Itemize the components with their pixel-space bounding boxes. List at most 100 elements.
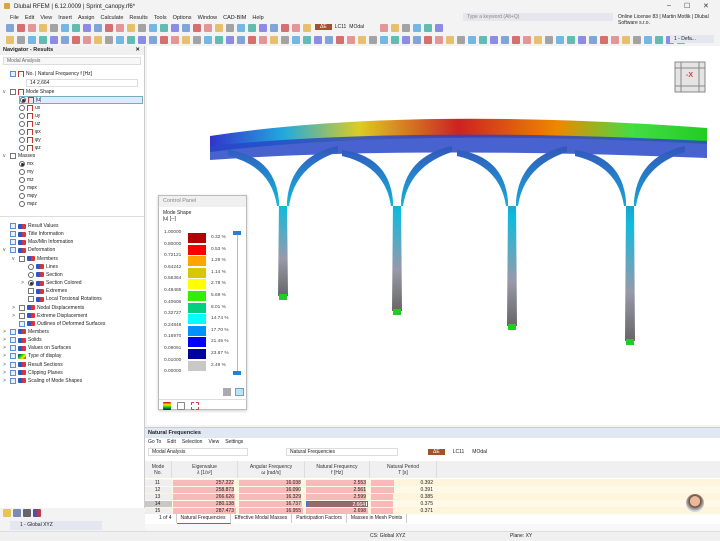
toolbar-button-icon[interactable] [545,35,553,44]
toolbar-button-icon[interactable] [589,35,597,44]
search-input[interactable]: Type a keyword (Alt+Q) [463,13,613,21]
mode-shape-checkbox[interactable] [10,89,16,95]
toolbar-button-icon[interactable] [94,23,102,32]
results-menu-item[interactable]: View [208,439,220,445]
cell-T[interactable]: 0.371 [371,507,435,514]
column-header[interactable]: Mode No. [145,461,172,478]
menu-calculate[interactable]: Calculate [100,14,124,21]
toolbar-button-icon[interactable] [39,35,47,44]
checkbox[interactable] [10,377,16,384]
legend-toggle-icon[interactable] [235,388,244,396]
toolbar-button-icon[interactable] [94,35,102,44]
mass-option[interactable]: mφz [19,200,37,208]
tree-item[interactable]: > Values on Surfaces [3,345,71,352]
tree-item[interactable]: Section [21,271,63,279]
toolbar-button-icon[interactable] [281,35,289,44]
toolbar-button-icon[interactable] [424,23,432,32]
column-header[interactable]: Angular Frequency ω [rad/s] [238,461,305,478]
checkbox[interactable] [10,369,16,376]
toolbar-button-icon[interactable] [182,23,190,32]
tree-item[interactable]: Outlines of Deformed Surfaces [12,320,105,328]
tree-item[interactable]: Extremes [21,287,67,295]
toolbar-button-icon[interactable] [435,35,443,44]
mode-shape-option[interactable]: uz [19,120,40,128]
data-tab-icon[interactable] [3,509,11,517]
display-tab-icon[interactable] [13,509,21,517]
cell-T[interactable]: 0.391 [371,486,435,493]
legend-slider-track[interactable] [237,234,238,374]
toolbar-button-icon[interactable] [105,35,113,44]
cell-T[interactable]: 0.385 [371,493,435,500]
radio-button[interactable] [28,271,34,278]
toolbar-button-icon[interactable] [248,35,256,44]
menu-insert[interactable]: Insert [58,14,72,21]
toolbar-button-icon[interactable] [523,35,531,44]
results-menu-item[interactable]: Go To [148,439,162,445]
factors-tab-icon[interactable] [177,402,185,410]
tree-item[interactable]: > Nodal Displacements [12,304,85,311]
toolbar-button-icon[interactable] [160,23,168,32]
tree-item[interactable]: Lines [21,263,58,271]
cell-ang[interactable]: 16.038 [239,479,303,486]
toolbar-button-icon[interactable] [622,35,630,44]
toolbar-button-icon[interactable] [182,35,190,44]
toolbar-button-icon[interactable] [292,35,300,44]
toolbar-button-icon[interactable] [325,35,333,44]
toolbar-button-icon[interactable] [369,35,377,44]
toolbar-button-icon[interactable] [226,35,234,44]
toolbar-button-icon[interactable] [303,23,311,32]
checkbox[interactable] [10,337,16,344]
checkbox[interactable] [19,312,25,319]
toolbar-button-icon[interactable] [204,23,212,32]
radio-button[interactable] [19,113,25,119]
toolbar-button-icon[interactable] [171,23,179,32]
cell-eig[interactable]: 258.873 [173,486,236,493]
mass-option[interactable]: mx [19,160,34,168]
mode-shape-option[interactable]: φz [19,144,41,152]
toolbar-button-icon[interactable] [61,23,69,32]
filter-tab-icon[interactable] [191,402,199,410]
radio-button[interactable] [19,185,25,191]
toolbar-button-icon[interactable] [50,35,58,44]
views-tab-icon[interactable] [23,509,31,517]
toolbar-button-icon[interactable] [303,35,311,44]
radio-button[interactable] [19,177,25,183]
toolbar-button-icon[interactable] [83,23,91,32]
tab-effective-modal-masses[interactable]: Effective Modal Masses [231,514,293,523]
toolbar-button-icon[interactable] [281,23,289,32]
toolbar-button-icon[interactable] [270,23,278,32]
freq-checkbox[interactable] [10,71,16,77]
toolbar-button-icon[interactable] [380,23,388,32]
mode-shape-option[interactable]: φx [19,128,41,136]
toolbar-button-icon[interactable] [149,23,157,32]
checkbox[interactable] [28,288,34,295]
tree-item[interactable]: Result Values [3,222,58,230]
toolbar-button-icon[interactable] [358,35,366,44]
toolbar-button-icon[interactable] [127,35,135,44]
toolbar-button-icon[interactable] [105,23,113,32]
tree-item[interactable]: > Scaling of Mode Shapes [3,377,83,384]
coordinate-system-combo[interactable]: 1 - Global XYZ [10,521,102,530]
toolbar-button-icon[interactable] [633,35,641,44]
legend-settings-icon[interactable] [223,388,231,396]
checkbox[interactable] [19,255,25,262]
close-button[interactable]: ✕ [703,3,709,10]
tree-item[interactable]: > Section Colored [21,280,82,287]
tree-item[interactable]: > Clipping Planes [3,369,63,376]
table-row[interactable]: 13 266.626 16.329 2.599 0.385 [145,493,720,500]
checkbox[interactable] [19,320,25,327]
menu-file[interactable]: File [10,14,19,21]
tree-item[interactable]: > Result Sections [3,361,63,368]
toolbar-button-icon[interactable] [138,23,146,32]
radio-button[interactable] [20,97,26,103]
column-header[interactable]: Natural Frequency f [Hz] [305,461,370,478]
cell-f[interactable]: 2.561 [306,486,368,493]
toolbar-button-icon[interactable] [116,35,124,44]
checkbox[interactable] [28,296,34,303]
toolbar-button-icon[interactable] [6,35,14,44]
results-table-combo[interactable]: Natural Frequencies [286,447,398,456]
toolbar-button-icon[interactable] [336,35,344,44]
toolbar-button-icon[interactable] [655,35,663,44]
mass-option[interactable]: mφx [19,184,37,192]
assistant-avatar[interactable] [686,494,704,512]
